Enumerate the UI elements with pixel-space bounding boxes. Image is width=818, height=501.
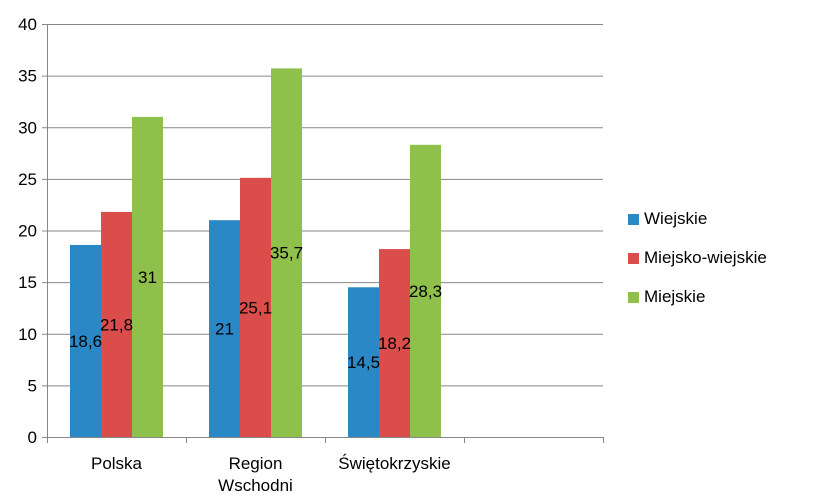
legend-item-wiejskie: Wiejskie bbox=[628, 206, 813, 232]
legend: Wiejskie Miejsko-wiejskie Miejskie bbox=[628, 206, 813, 323]
y-tick-label: 35 bbox=[18, 67, 37, 86]
x-tick-label: Region Wschodni bbox=[218, 454, 293, 495]
x-tick-label-line: Wschodni bbox=[218, 476, 293, 495]
x-tick-label: Polska bbox=[91, 454, 143, 473]
legend-item-miejsko-wiejskie: Miejsko-wiejskie bbox=[628, 245, 813, 271]
bar-wiejskie-polska bbox=[70, 244, 101, 437]
data-label-wiejskie-region-wschodni: 21 bbox=[215, 320, 234, 339]
x-tick-label-line: Polska bbox=[91, 454, 143, 473]
bar-miejsko-wiejskie-region-wschodni bbox=[240, 177, 271, 437]
legend-label-wiejskie: Wiejskie bbox=[644, 209, 708, 228]
bar-miejskie-polska bbox=[132, 116, 163, 438]
bar-wiejskie-region-wschodni bbox=[209, 220, 240, 437]
y-tick-label: 10 bbox=[18, 325, 37, 344]
bar-miejsko-wiejskie-polska bbox=[101, 211, 132, 437]
legend-label-miejsko-wiejskie: Miejsko-wiejskie bbox=[644, 248, 767, 267]
data-label-wiejskie-świętokrzyskie: 14,5 bbox=[347, 353, 380, 372]
y-tick-label: 5 bbox=[28, 376, 37, 395]
x-tick-label-line: Region bbox=[229, 454, 283, 473]
bar-miejsko-wiejskie-świętokrzyskie bbox=[379, 249, 410, 437]
bar-wiejskie-świętokrzyskie bbox=[348, 287, 379, 437]
data-label-wiejskie-polska: 18,6 bbox=[69, 332, 102, 351]
legend-label-miejskie: Miejskie bbox=[644, 287, 706, 306]
legend-swatch-miejskie bbox=[628, 291, 639, 303]
bar-miejskie-świętokrzyskie bbox=[410, 144, 441, 438]
x-tick-label: Świętokrzyskie bbox=[338, 454, 450, 473]
y-tick-label: 30 bbox=[18, 118, 37, 137]
x-tick-label-line: Świętokrzyskie bbox=[338, 454, 450, 473]
data-label-miejsko-wiejskie-region-wschodni: 25,1 bbox=[239, 298, 272, 317]
y-tick-label: 40 bbox=[18, 15, 37, 34]
data-label-miejsko-wiejskie-świętokrzyskie: 18,2 bbox=[378, 334, 411, 353]
y-tick-label: 15 bbox=[18, 273, 37, 292]
data-label-miejskie-świętokrzyskie: 28,3 bbox=[409, 282, 442, 301]
bar-miejskie-region-wschodni bbox=[271, 68, 302, 438]
data-label-miejsko-wiejskie-polska: 21,8 bbox=[100, 315, 133, 334]
legend-item-miejskie: Miejskie bbox=[628, 284, 813, 310]
y-tick-label: 20 bbox=[18, 222, 37, 241]
legend-swatch-wiejskie bbox=[628, 213, 639, 225]
y-tick-label: 25 bbox=[18, 170, 37, 189]
data-label-miejskie-region-wschodni: 35,7 bbox=[270, 244, 303, 263]
data-label-miejskie-polska: 31 bbox=[138, 268, 157, 287]
y-tick-label: 0 bbox=[28, 428, 37, 447]
legend-swatch-miejsko-wiejskie bbox=[628, 252, 639, 264]
